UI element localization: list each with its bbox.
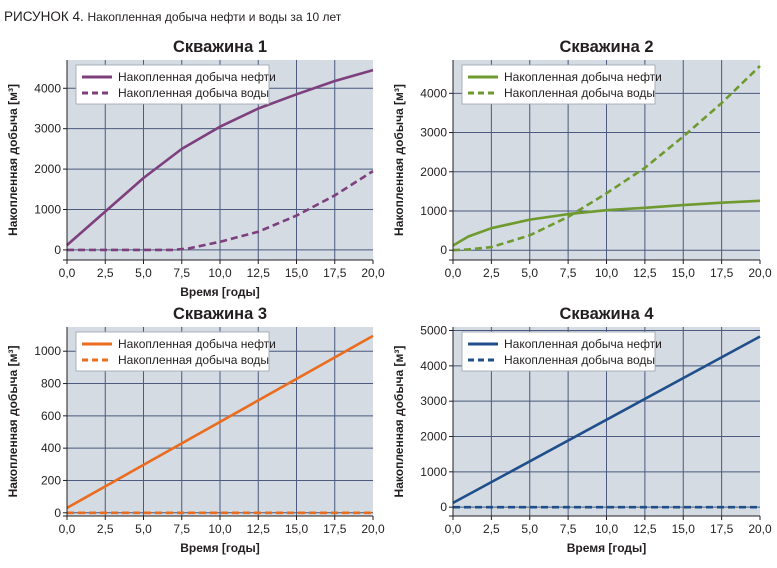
x-tick-label: 2,5: [97, 522, 114, 536]
chart-panel-4: 0,0 2,5 5,0 7,5 10,0 12,5 15,0 17,5 20,0 0 1000 200…: [392, 305, 772, 555]
oil-series-line: [66, 68, 374, 247]
x-tick-label: 0,0: [445, 522, 462, 536]
y-tick-label: 600: [41, 409, 61, 423]
legend-entry-label: Накопленная добыча воды: [118, 86, 269, 100]
legend-box: [461, 331, 656, 372]
chart-panel-2: 0,0 2,5 5,0 7,5 10,0 12,5 15,0 17,5 20,0 0 1000 200…: [392, 38, 772, 280]
x-tick-label: 10,0: [595, 266, 619, 280]
x-axis-label: Время [годы]: [180, 541, 260, 555]
oil-series-line: [452, 335, 761, 505]
y-tick-label: 4000: [420, 359, 447, 373]
x-tick-label: 12,5: [633, 522, 657, 536]
x-tick-label: 2,5: [483, 522, 500, 536]
legend-entry-label: Накопленная добыча нефти: [504, 70, 662, 84]
chart-title: Скважина 4: [559, 305, 654, 323]
legend: Накопленная добыча нефти Накопленная добы…: [461, 64, 662, 105]
y-tick-label: 0: [54, 506, 61, 520]
x-tick-label: 20,0: [748, 266, 772, 280]
oil-series-line: [66, 334, 374, 510]
x-tick-label: 7,5: [173, 522, 190, 536]
legend-entry-label: Накопленная добыча воды: [504, 86, 655, 100]
x-tick-label: 5,0: [521, 266, 538, 280]
x-tick-label: 20,0: [748, 522, 772, 536]
chart-panel-1: 0,0 2,5 5,0 7,5 10,0 12,5 15,0 17,5 20,0 0 1000 200…: [6, 38, 385, 299]
legend-box: [461, 64, 656, 105]
x-tick-label: 15,0: [672, 266, 696, 280]
y-axis-label: Накопленная добыча [м³]: [6, 346, 20, 498]
legend: Накопленная добыча нефти Накопленная добы…: [75, 331, 276, 372]
y-axis-label: Накопленная добыча [м³]: [392, 346, 406, 498]
figure-label: РИСУНОК 4.: [4, 9, 84, 24]
water-series-line: [67, 170, 374, 252]
x-tick-label: 0,0: [445, 266, 462, 280]
y-tick-label: 3000: [420, 394, 447, 408]
x-tick-label: 7,5: [173, 266, 190, 280]
x-tick-label: 15,0: [285, 266, 309, 280]
x-tick-label: 0,0: [59, 522, 76, 536]
x-tick-label: 10,0: [208, 522, 232, 536]
legend: Накопленная добыча нефти Накопленная добы…: [75, 64, 276, 105]
x-tick-label: 2,5: [97, 266, 114, 280]
chart-panel-3: 0,0 2,5 5,0 7,5 10,0 12,5 15,0 17,5 20,0 0 200 400 6…: [6, 305, 385, 555]
x-tick-label: 17,5: [710, 266, 734, 280]
x-tick-label: 5,0: [135, 522, 152, 536]
x-tick-label: 7,5: [560, 522, 577, 536]
x-tick-label: 5,0: [521, 522, 538, 536]
legend-entry-label: Накопленная добыча воды: [504, 353, 655, 367]
x-tick-label: 10,0: [208, 266, 232, 280]
y-tick-label: 1000: [420, 465, 447, 479]
y-axis-label: Накопленная добыча [м³]: [6, 84, 20, 236]
x-tick-label: 2,5: [483, 266, 500, 280]
y-tick-label: 2000: [420, 165, 447, 179]
chart-title: Скважина 3: [173, 305, 267, 323]
y-tick-label: 2000: [420, 430, 447, 444]
y-tick-label: 3000: [420, 126, 447, 140]
y-axis-label: Накопленная добыча [м³]: [392, 84, 406, 236]
figure-caption-text: Накопленная добыча нефти и воды за 10 ле…: [87, 10, 342, 24]
y-tick-label: 4000: [420, 86, 447, 100]
x-tick-label: 15,0: [672, 522, 696, 536]
legend: Накопленная добыча нефти Накопленная добы…: [461, 331, 662, 372]
y-tick-label: 0: [440, 243, 447, 257]
x-tick-label: 0,0: [59, 266, 76, 280]
y-tick-label: 0: [54, 243, 61, 257]
figure-caption: РИСУНОК 4. Накопленная добыча нефти и во…: [4, 9, 341, 24]
x-axis-label: Время [годы]: [180, 285, 260, 299]
y-tick-label: 2000: [34, 162, 61, 176]
chart-title: Скважина 1: [173, 38, 267, 56]
y-tick-label: 3000: [34, 122, 61, 136]
legend-box: [75, 331, 270, 372]
x-tick-label: 17,5: [710, 522, 734, 536]
oil-series-line: [452, 199, 761, 247]
y-tick-label: 5000: [420, 324, 447, 338]
y-tick-label: 200: [41, 473, 61, 487]
chart-title: Скважина 2: [559, 38, 653, 56]
legend-entry-label: Накопленная добыча нефти: [118, 70, 276, 84]
y-tick-label: 0: [440, 500, 447, 514]
legend-entry-label: Накопленная добыча нефти: [504, 337, 662, 351]
x-tick-label: 15,0: [285, 522, 309, 536]
x-tick-label: 20,0: [361, 266, 385, 280]
y-tick-label: 4000: [34, 81, 61, 95]
y-tick-label: 1000: [420, 204, 447, 218]
x-tick-label: 7,5: [560, 266, 577, 280]
x-tick-label: 10,0: [595, 522, 619, 536]
legend-entry-label: Накопленная добыча воды: [118, 353, 269, 367]
y-tick-label: 800: [41, 377, 61, 391]
legend-box: [75, 64, 270, 105]
y-tick-label: 400: [41, 441, 61, 455]
x-tick-label: 12,5: [247, 266, 271, 280]
x-tick-label: 12,5: [633, 266, 657, 280]
x-tick-label: 17,5: [323, 522, 347, 536]
y-tick-label: 1000: [34, 202, 61, 216]
x-tick-label: 17,5: [323, 266, 347, 280]
y-tick-label: 1000: [34, 344, 61, 358]
x-tick-label: 5,0: [135, 266, 152, 280]
x-tick-label: 20,0: [361, 522, 385, 536]
x-axis-label: Время [годы]: [567, 541, 647, 555]
water-series-line: [452, 64, 761, 252]
legend-entry-label: Накопленная добыча нефти: [118, 337, 276, 351]
x-tick-label: 12,5: [247, 522, 271, 536]
